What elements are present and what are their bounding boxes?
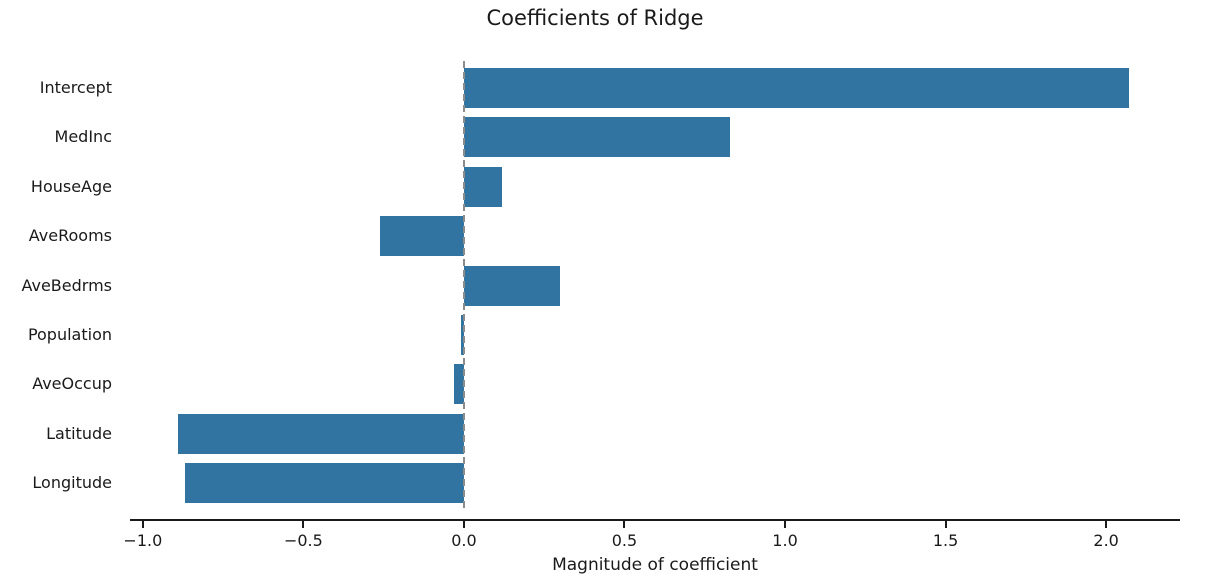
bar-averooms <box>380 216 464 257</box>
bar-longitude <box>184 463 464 504</box>
x-tick <box>462 521 465 528</box>
y-tick-label: AveOccup <box>32 374 112 394</box>
y-tick-label: MedInc <box>54 127 112 147</box>
x-tick <box>784 521 787 528</box>
x-tick-label: 0.0 <box>451 531 477 550</box>
x-tick <box>141 521 144 528</box>
x-tick-label: −0.5 <box>283 531 323 550</box>
x-axis-title: Magnitude of coefficient <box>552 555 758 575</box>
x-tick-label: 1.5 <box>932 531 959 550</box>
x-tick <box>1105 521 1108 528</box>
x-tick <box>944 521 947 528</box>
zero-reference-line <box>462 61 465 508</box>
x-tick-label: 0.5 <box>611 531 638 550</box>
y-tick-label: Latitude <box>46 423 112 443</box>
x-tick <box>623 521 626 528</box>
bar-avebedrms <box>463 265 561 306</box>
chart-title: Coefficients of Ridge <box>486 6 704 30</box>
y-tick-label: Longitude <box>32 473 112 493</box>
x-axis-line <box>130 519 1180 521</box>
y-tick-label: Intercept <box>39 77 112 97</box>
bar-latitude <box>178 413 464 454</box>
bar-houseage <box>463 166 503 207</box>
plot-area <box>130 61 1180 508</box>
y-tick-label: HouseAge <box>30 176 112 196</box>
x-tick-label: 2.0 <box>1093 531 1119 550</box>
x-tick-label: 1.0 <box>772 531 798 550</box>
bar-intercept <box>463 67 1129 108</box>
x-tick <box>302 521 305 528</box>
bar-medinc <box>463 117 731 158</box>
y-tick-label: AveRooms <box>28 226 112 246</box>
bar-aveoccup <box>454 364 464 405</box>
bar-population <box>460 314 464 355</box>
y-tick-label: AveBedrms <box>21 275 112 295</box>
y-tick-label: Population <box>27 324 112 344</box>
x-tick-label: −1.0 <box>123 531 163 550</box>
